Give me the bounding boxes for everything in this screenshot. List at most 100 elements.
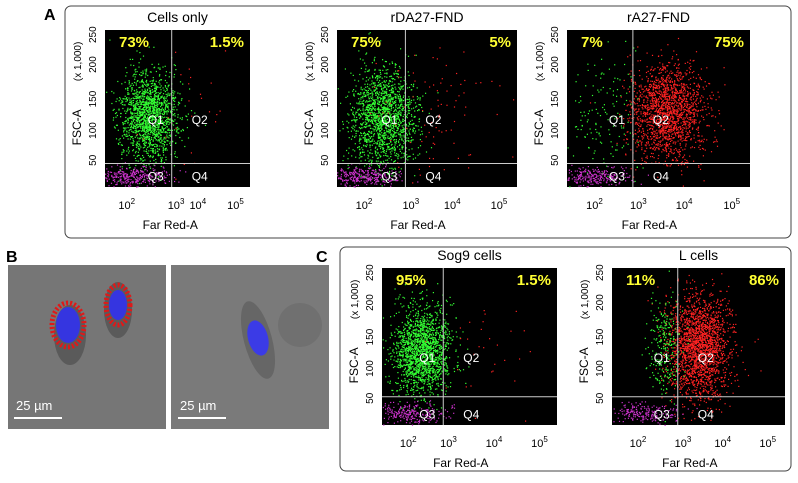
x-tick-exp: 2: [642, 435, 647, 444]
x-tick-label: 104: [444, 197, 461, 212]
quadrant-label: Q1: [609, 113, 625, 127]
x-tick-base: 10: [630, 200, 642, 212]
x-tick-label: 105: [491, 197, 508, 212]
x-tick-exp: 3: [642, 197, 647, 206]
y-tick-label: 200: [88, 56, 99, 73]
y-tick-label: 200: [320, 56, 331, 73]
quadrant-label: Q1: [148, 113, 164, 127]
x-axis-label: Far Red-A: [433, 456, 488, 470]
x-tick-label: 103: [630, 197, 647, 212]
y-tick-label: 250: [595, 264, 606, 281]
y-tick-label: 100: [550, 122, 561, 139]
x-tick-base: 10: [402, 200, 414, 212]
y-tick-label: 100: [88, 122, 99, 139]
y-tick-label: 50: [320, 154, 331, 166]
percent-label: 73%: [119, 34, 149, 51]
x-tick-base: 10: [586, 200, 598, 212]
y-tick-label: 50: [595, 392, 606, 404]
x-tick-label: 102: [118, 197, 135, 212]
x-tick-exp: 2: [368, 197, 373, 206]
panel-label: A: [44, 7, 56, 24]
x-tick-base: 10: [723, 200, 735, 212]
plot-title: Cells only: [147, 9, 208, 25]
x-tick-base: 10: [486, 438, 498, 450]
quadrant-label: Q2: [463, 351, 479, 365]
x-tick-label: 103: [675, 435, 692, 450]
percent-label: 86%: [749, 272, 779, 289]
x-tick-exp: 3: [180, 197, 185, 206]
y-axis-label: FSC-A: [532, 109, 546, 145]
quadrant-label: Q2: [425, 113, 441, 127]
percent-label: 7%: [581, 34, 603, 51]
x-tick-base: 10: [531, 438, 543, 450]
x-tick-base: 10: [400, 438, 412, 450]
y-axis-label: FSC-A: [347, 347, 361, 383]
x-tick-base: 10: [440, 438, 452, 450]
x-tick-base: 10: [630, 438, 642, 450]
x-tick-label: 105: [227, 197, 244, 212]
x-tick-base: 10: [491, 200, 503, 212]
x-tick-exp: 4: [498, 435, 503, 444]
x-tick-exp: 5: [239, 197, 244, 206]
scale-bar-label: 25 µm: [180, 398, 216, 413]
quadrant-label: Q4: [463, 408, 479, 422]
x-tick-label: 102: [356, 197, 373, 212]
quadrant-label: Q4: [653, 170, 669, 184]
y-tick-label: 200: [365, 294, 376, 311]
y-tick-label: 250: [320, 26, 331, 43]
x-axis-label: Far Red-A: [390, 218, 445, 232]
y-tick-label: 100: [595, 360, 606, 377]
x-axis-label: Far Red-A: [622, 218, 677, 232]
x-tick-base: 10: [189, 200, 201, 212]
quadrant-label: Q4: [192, 170, 208, 184]
x-axis-label: Far Red-A: [662, 456, 717, 470]
x-tick-exp: 5: [503, 197, 508, 206]
y-tick-label: 150: [595, 328, 606, 345]
x-tick-exp: 2: [131, 197, 136, 206]
x-tick-label: 103: [402, 197, 419, 212]
y-axis-unit: (x 1,000): [350, 280, 361, 319]
x-tick-label: 103: [168, 197, 185, 212]
x-tick-exp: 2: [412, 435, 417, 444]
y-tick-label: 250: [550, 26, 561, 43]
percent-label: 95%: [396, 272, 426, 289]
y-tick-label: 50: [550, 154, 561, 166]
y-axis-unit: (x 1,000): [73, 42, 84, 81]
micrograph: 25 µm: [8, 265, 166, 429]
x-tick-base: 10: [168, 200, 180, 212]
quadrant-label: Q1: [419, 351, 435, 365]
quadrant-label: Q4: [425, 170, 441, 184]
x-tick-label: 103: [440, 435, 457, 450]
plot-title: rA27-FND: [627, 9, 690, 25]
quadrant-label: Q2: [653, 113, 669, 127]
x-tick-base: 10: [676, 200, 688, 212]
y-tick-label: 200: [550, 56, 561, 73]
flow-plot: Sog9 cellsQ1Q2Q3Q495%1.5%25020015010050F…: [347, 247, 557, 470]
quadrant-label: Q2: [698, 351, 714, 365]
scale-bar-label: 25 µm: [16, 398, 52, 413]
x-tick-base: 10: [759, 438, 771, 450]
flow-plot: Cells onlyQ1Q2Q3Q473%1.5%25020015010050F…: [70, 9, 250, 232]
y-tick-label: 50: [365, 392, 376, 404]
plot-title: Sog9 cells: [437, 247, 502, 263]
percent-label: 11%: [626, 272, 655, 289]
y-tick-label: 100: [320, 122, 331, 139]
y-axis-unit: (x 1,000): [535, 42, 546, 81]
flow-plot: L cellsQ1Q2Q3Q411%86%25020015010050FSC-A…: [577, 247, 785, 470]
percent-label: 1.5%: [517, 272, 551, 289]
x-tick-label: 104: [486, 435, 503, 450]
quadrant-label: Q3: [148, 170, 164, 184]
micrograph: 25 µm: [171, 265, 329, 429]
x-tick-label: 102: [586, 197, 603, 212]
y-tick-label: 50: [88, 154, 99, 166]
x-tick-label: 105: [759, 435, 776, 450]
x-tick-label: 104: [189, 197, 206, 212]
percent-label: 75%: [351, 34, 381, 51]
quadrant-label: Q3: [654, 408, 670, 422]
quadrant-label: Q1: [381, 113, 397, 127]
x-tick-base: 10: [227, 200, 239, 212]
quadrant-label: Q1: [654, 351, 670, 365]
plot-title: L cells: [679, 247, 718, 263]
flow-plot: rA27-FNDQ1Q2Q3Q47%75%25020015010050FSC-A…: [532, 9, 750, 232]
x-tick-exp: 5: [543, 435, 548, 444]
